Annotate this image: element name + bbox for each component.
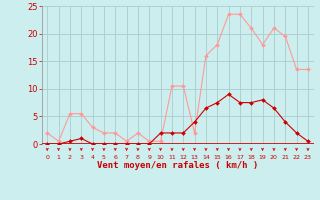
X-axis label: Vent moyen/en rafales ( km/h ): Vent moyen/en rafales ( km/h ) — [97, 161, 258, 170]
